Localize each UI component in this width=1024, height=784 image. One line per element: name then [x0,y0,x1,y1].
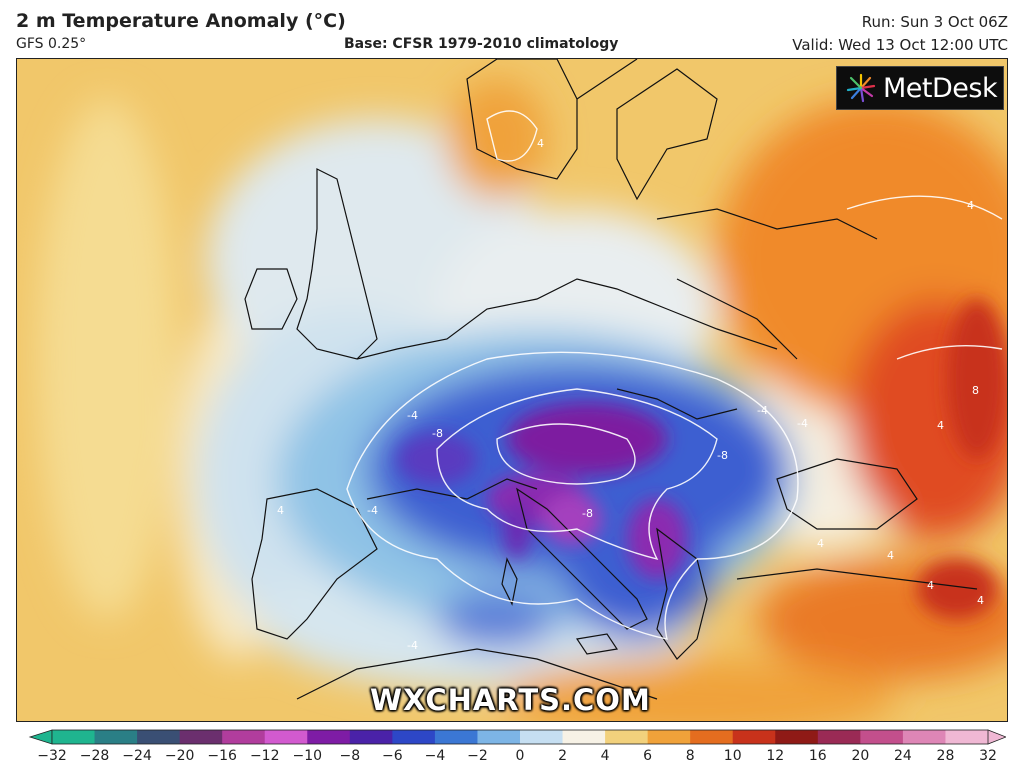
colorbar-segment [179,730,223,744]
colorbar-segment [477,730,521,744]
chart-title: 2 m Temperature Anomaly (°C) [16,10,346,32]
colorbar-segment [434,730,478,744]
chart-header: 2 m Temperature Anomaly (°C) GFS 0.25° B… [0,0,1024,58]
colorbar: −32 −28 −24 −20 −16 −12 −10 −8 −6 −4 −2 0 2 4 6 8 10 12 16… [16,724,1008,784]
colorbar-tick-label: −28 [79,748,110,764]
colorbar-segment [647,730,691,744]
colorbar-segment [817,730,861,744]
climatology-label: Base: CFSR 1979-2010 climatology [344,36,619,52]
contour-label: 8 [972,384,979,397]
colorbar-tick-label: 12 [766,748,785,764]
logo-text: MetDesk [883,72,998,104]
colorbar-segment [137,730,181,744]
anomaly-field [37,79,1007,721]
wxcharts-watermark: WXCHARTS.COM [370,683,651,717]
starburst-icon [846,73,876,103]
colorbar-segment [562,730,606,744]
colorbar-tick-label: 6 [643,748,653,764]
colorbar-segment [52,730,96,744]
colorbar-segment [392,730,436,744]
colorbar-tick-label: −32 [37,748,67,764]
colorbar-tick-label: 28 [936,748,955,764]
model-label: GFS 0.25° [16,36,87,52]
colorbar-tick-label: −24 [122,748,152,764]
colorbar-segment [264,730,308,744]
contour-label: -4 [407,639,418,652]
colorbar-segment [775,730,819,744]
colorbar-segment [94,730,138,744]
metdesk-logo: MetDesk [836,66,1004,110]
contour-label: 4 [927,579,934,592]
colorbar-segment [902,730,946,744]
colorbar-tick-label: 32 [979,748,997,764]
contour-label: 4 [817,537,824,550]
contour-label: 4 [277,504,284,517]
contour-label: 4 [537,137,544,150]
contour-label: -8 [582,507,593,520]
colorbar-segment [520,730,564,744]
colorbar-arrow-right [987,729,1008,745]
colorbar-tick-label: 24 [893,748,912,764]
colorbar-tick-label: 8 [685,748,695,764]
valid-time: Valid: Wed 13 Oct 12:00 UTC [792,36,1008,54]
contour-label: -8 [717,449,728,462]
colorbar-tick-label: −20 [164,748,195,764]
colorbar-segment [222,730,266,744]
colorbar-segment [690,730,734,744]
colorbar-tick-label: 2 [558,748,567,764]
colorbar-tick-label: −16 [207,748,237,764]
colorbar-tick-label: −10 [292,748,323,764]
contour-label: -4 [797,417,808,430]
colorbar-tick-label: −2 [467,748,488,764]
contour-label: 4 [887,549,894,562]
colorbar-segment [732,730,776,744]
colorbar-tick-label: −8 [339,748,361,764]
colorbar-frame [51,729,989,745]
contour-label: 4 [967,199,974,212]
colorbar-tick-label: 16 [808,748,827,764]
anomaly-map[interactable]: 4 -4 -8 -4 -8 -4 -4 -8 4 4 4 4 8 4 4 -4 … [16,58,1008,722]
colorbar-tick-label: 4 [600,748,610,764]
colorbar-segment [945,730,989,744]
run-time: Run: Sun 3 Oct 06Z [861,13,1008,31]
contour-label: -4 [367,504,378,517]
colorbar-scale [28,729,1008,745]
contour-label: -4 [407,409,418,422]
contour-label: -8 [432,427,443,440]
contour-label: 4 [937,419,944,432]
colorbar-tick-label: −6 [382,748,403,764]
colorbar-segment [307,730,351,744]
colorbar-segment [605,730,649,744]
contour-label: 4 [977,594,984,607]
contour-labels: 4 -4 -8 -4 -8 -4 -4 -8 4 4 4 4 8 4 4 -4 … [277,137,984,652]
colorbar-tick-label: −12 [249,748,280,764]
contour-label: -4 [757,404,768,417]
colorbar-tick-label: 0 [515,748,525,764]
colorbar-ticks: −32 −28 −24 −20 −16 −12 −10 −8 −6 −4 −2 0 2 4 6 8 10 12 16… [16,748,1006,768]
colorbar-tick-label: 20 [851,748,870,764]
colorbar-segment [349,730,393,744]
contour-lines [346,110,1003,640]
colorbar-tick-label: −4 [424,748,446,764]
coastlines [244,59,978,700]
colorbar-segment [860,730,904,744]
colorbar-arrow-left [28,729,53,745]
colorbar-tick-label: 10 [723,748,742,764]
